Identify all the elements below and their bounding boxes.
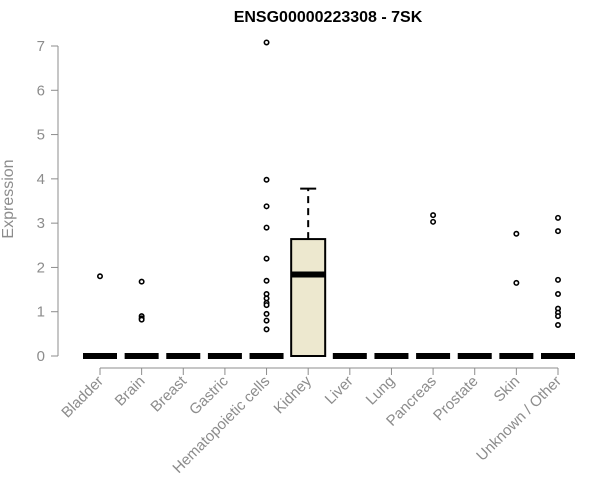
outlier-point <box>263 224 270 231</box>
plot-area <box>83 39 575 359</box>
y-tick-label: 0 <box>37 348 45 365</box>
outlier-point <box>263 203 270 210</box>
x-tick-label: Lung <box>363 373 399 409</box>
outlier-point <box>263 310 270 317</box>
outlier-point <box>554 214 561 221</box>
box <box>290 238 327 357</box>
chart-title: ENSG00000223308 - 7SK <box>234 9 423 26</box>
box-group <box>249 39 284 359</box>
outlier-point <box>263 277 270 284</box>
x-tick-label: Bladder <box>58 373 107 422</box>
outlier-point <box>263 302 270 309</box>
outlier-point <box>263 255 270 262</box>
x-tick-label: Prostate <box>430 373 482 425</box>
x-tick-label: Liver <box>322 373 357 408</box>
box-group <box>290 187 327 357</box>
outlier-point <box>138 278 145 285</box>
x-tick-label: Breast <box>147 372 190 415</box>
box-group <box>416 212 451 359</box>
outlier-point <box>263 326 270 333</box>
x-tick-label: Skin <box>491 373 524 406</box>
y-tick-label: 2 <box>37 259 45 276</box>
y-tick-label: 4 <box>37 171 45 188</box>
x-tick-label: Brain <box>112 373 149 410</box>
y-tick-label: 1 <box>37 304 45 321</box>
y-tick-label: 5 <box>37 127 45 144</box>
outlier-point <box>554 290 561 297</box>
y-tick-label: 6 <box>37 82 45 99</box>
box-group <box>541 214 575 359</box>
outlier-point <box>263 39 270 46</box>
y-tick-label: 3 <box>37 215 45 232</box>
y-axis-label: Expression <box>0 159 17 238</box>
outlier-point <box>263 317 270 324</box>
outlier-point <box>554 313 561 320</box>
outlier-point <box>513 230 520 237</box>
outlier-point <box>430 218 437 225</box>
x-tick-label: Kidney <box>271 372 316 417</box>
y-axis: 0 1 2 3 4 5 6 7 <box>37 38 59 365</box>
outlier-point <box>554 276 561 283</box>
outlier-point <box>554 321 561 328</box>
outlier-point <box>430 212 437 219</box>
box-group <box>499 230 534 359</box>
y-tick-label: 7 <box>37 38 45 55</box>
outlier-point <box>263 176 270 183</box>
outlier-point <box>513 279 520 286</box>
box-group <box>83 273 117 359</box>
outlier-point <box>97 273 104 280</box>
outlier-point <box>554 228 561 235</box>
outlier-point <box>138 316 145 323</box>
box-group <box>124 278 159 359</box>
